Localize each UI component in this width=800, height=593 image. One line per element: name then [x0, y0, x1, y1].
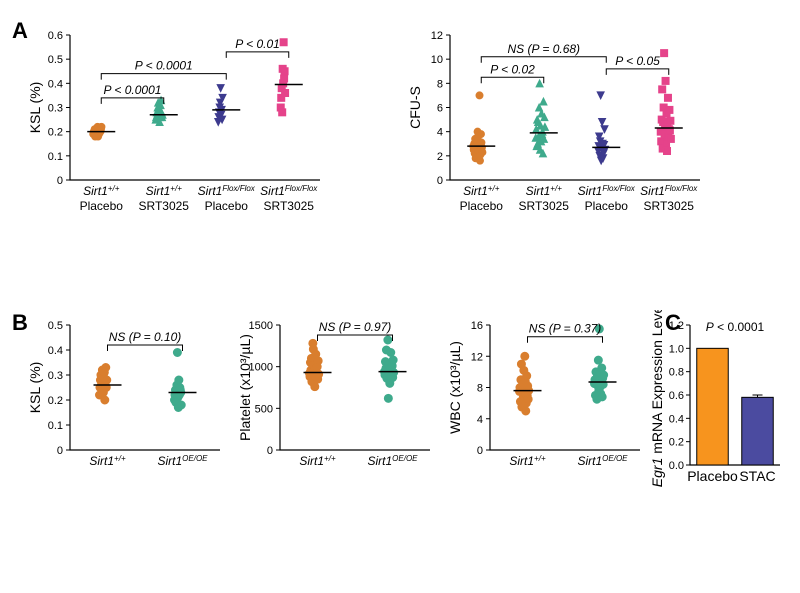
svg-text:8: 8	[477, 383, 483, 395]
svg-text:0.3: 0.3	[48, 370, 63, 382]
svg-text:Sirt1Flox/Flox: Sirt1Flox/Flox	[260, 184, 318, 198]
svg-text:NS (P = 0.37): NS (P = 0.37)	[529, 322, 602, 336]
svg-text:KSL (%): KSL (%)	[27, 362, 43, 414]
svg-text:Placebo: Placebo	[585, 199, 629, 213]
svg-text:0.1: 0.1	[48, 420, 63, 432]
chart-barplot-c: 0.0 0.2 0.4 0.6 0.8 1.0 1.2 Egr1 mRNA Expressio…	[650, 310, 795, 530]
svg-text:0.8: 0.8	[669, 367, 684, 379]
svg-text:SRT3025: SRT3025	[139, 199, 190, 213]
chart-cfu-s: 024681012CFU-SSirt1+/+PlaceboSirt1+/+SRT…	[405, 20, 725, 270]
svg-text:Sirt1+/+: Sirt1+/+	[83, 184, 120, 198]
svg-text:SRT3025: SRT3025	[644, 199, 695, 213]
svg-text:NS (P = 0.68): NS (P = 0.68)	[507, 42, 580, 56]
svg-text:0.6: 0.6	[48, 30, 63, 42]
svg-text:Sirt1+/+: Sirt1+/+	[463, 184, 500, 198]
svg-text:0.1: 0.1	[48, 151, 63, 163]
svg-text:Sirt1OE/OE: Sirt1OE/OE	[157, 454, 208, 468]
svg-text:1.0: 1.0	[669, 343, 684, 355]
svg-text:Platelet (x10³/µL): Platelet (x10³/µL)	[237, 334, 253, 441]
svg-text:Sirt1OE/OE: Sirt1OE/OE	[577, 454, 628, 468]
svg-text:P < 0.05: P < 0.05	[615, 54, 660, 68]
svg-text:0.5: 0.5	[48, 320, 63, 332]
svg-text:Placebo: Placebo	[687, 468, 738, 484]
svg-text:4: 4	[477, 414, 483, 426]
svg-text:NS (P = 0.97): NS (P = 0.97)	[319, 320, 392, 334]
svg-text:1500: 1500	[249, 320, 273, 332]
svg-text:STAC: STAC	[739, 468, 775, 484]
svg-text:0.3: 0.3	[48, 103, 63, 115]
svg-text:Sirt1OE/OE: Sirt1OE/OE	[367, 454, 418, 468]
svg-text:0.0: 0.0	[669, 460, 684, 472]
chart-ksl----: 00.10.20.30.40.50.6KSL (%)Sirt1+/+Placeb…	[25, 20, 345, 270]
svg-text:12: 12	[431, 30, 443, 42]
svg-text:Sirt1Flox/Flox: Sirt1Flox/Flox	[578, 184, 636, 198]
svg-text:4: 4	[437, 127, 443, 139]
svg-text:0.2: 0.2	[48, 395, 63, 407]
svg-text:0.4: 0.4	[48, 345, 63, 357]
svg-text:500: 500	[255, 403, 273, 415]
svg-text:Sirt1Flox/Flox: Sirt1Flox/Flox	[640, 184, 698, 198]
svg-text:SRT3025: SRT3025	[264, 199, 315, 213]
svg-text:0.6: 0.6	[669, 390, 684, 402]
svg-text:P < 0.0001: P < 0.0001	[135, 59, 193, 73]
svg-text:0.4: 0.4	[669, 413, 684, 425]
chart-platelet--x10---l-: 050010001500Platelet (x10³/µL)Sirt1+/+Si…	[235, 310, 455, 540]
svg-text:0: 0	[57, 175, 63, 187]
svg-text:Sirt1+/+: Sirt1+/+	[526, 184, 563, 198]
svg-text:P < 0.0001: P < 0.0001	[104, 83, 162, 97]
svg-text:NS (P = 0.10): NS (P = 0.10)	[109, 330, 182, 344]
svg-text:6: 6	[437, 103, 443, 115]
svg-text:8: 8	[437, 78, 443, 90]
svg-text:Placebo: Placebo	[460, 199, 504, 213]
chart-ksl----: 0 0.1 0.2 0.3 0.4 0.5 KSL (%) Sirt1+/+ Sirt1OE/O…	[25, 310, 245, 540]
svg-text:0.5: 0.5	[48, 54, 63, 66]
svg-text:CFU-S: CFU-S	[407, 86, 423, 129]
svg-text:Placebo: Placebo	[205, 199, 249, 213]
svg-text:Sirt1+/+: Sirt1+/+	[89, 454, 126, 468]
svg-text:Sirt1+/+: Sirt1+/+	[299, 454, 336, 468]
svg-text:10: 10	[431, 54, 443, 66]
svg-text:1.2: 1.2	[669, 320, 684, 332]
svg-text:P < 0.01: P < 0.01	[235, 37, 280, 51]
svg-text:Sirt1Flox/Flox: Sirt1Flox/Flox	[198, 184, 256, 198]
svg-text:0: 0	[437, 175, 443, 187]
svg-text:0: 0	[267, 445, 273, 457]
svg-text:KSL (%): KSL (%)	[27, 82, 43, 134]
svg-text:0.2: 0.2	[48, 127, 63, 139]
svg-text:SRT3025: SRT3025	[519, 199, 570, 213]
svg-text:12: 12	[471, 351, 483, 363]
svg-text:0.4: 0.4	[48, 78, 63, 90]
svg-text:16: 16	[471, 320, 483, 332]
svg-text:0.2: 0.2	[669, 437, 684, 449]
svg-text:Sirt1+/+: Sirt1+/+	[509, 454, 546, 468]
svg-text:Placebo: Placebo	[80, 199, 124, 213]
svg-text:0: 0	[57, 445, 63, 457]
chart-wbc--x10---l-: 0 4 8 12 16 WBC (x10³/µL) Sirt1+/+ Sirt1OE/OE NS…	[445, 310, 665, 540]
svg-text:0: 0	[477, 445, 483, 457]
svg-text:WBC (x10³/µL): WBC (x10³/µL)	[447, 341, 463, 434]
svg-text:Sirt1+/+: Sirt1+/+	[146, 184, 183, 198]
svg-text:P < 0.0001: P < 0.0001	[706, 320, 765, 334]
svg-text:Egr1 mRNA Expression Level: Egr1 mRNA Expression Level	[650, 310, 665, 487]
svg-text:2: 2	[437, 151, 443, 163]
svg-text:P < 0.02: P < 0.02	[490, 62, 535, 76]
